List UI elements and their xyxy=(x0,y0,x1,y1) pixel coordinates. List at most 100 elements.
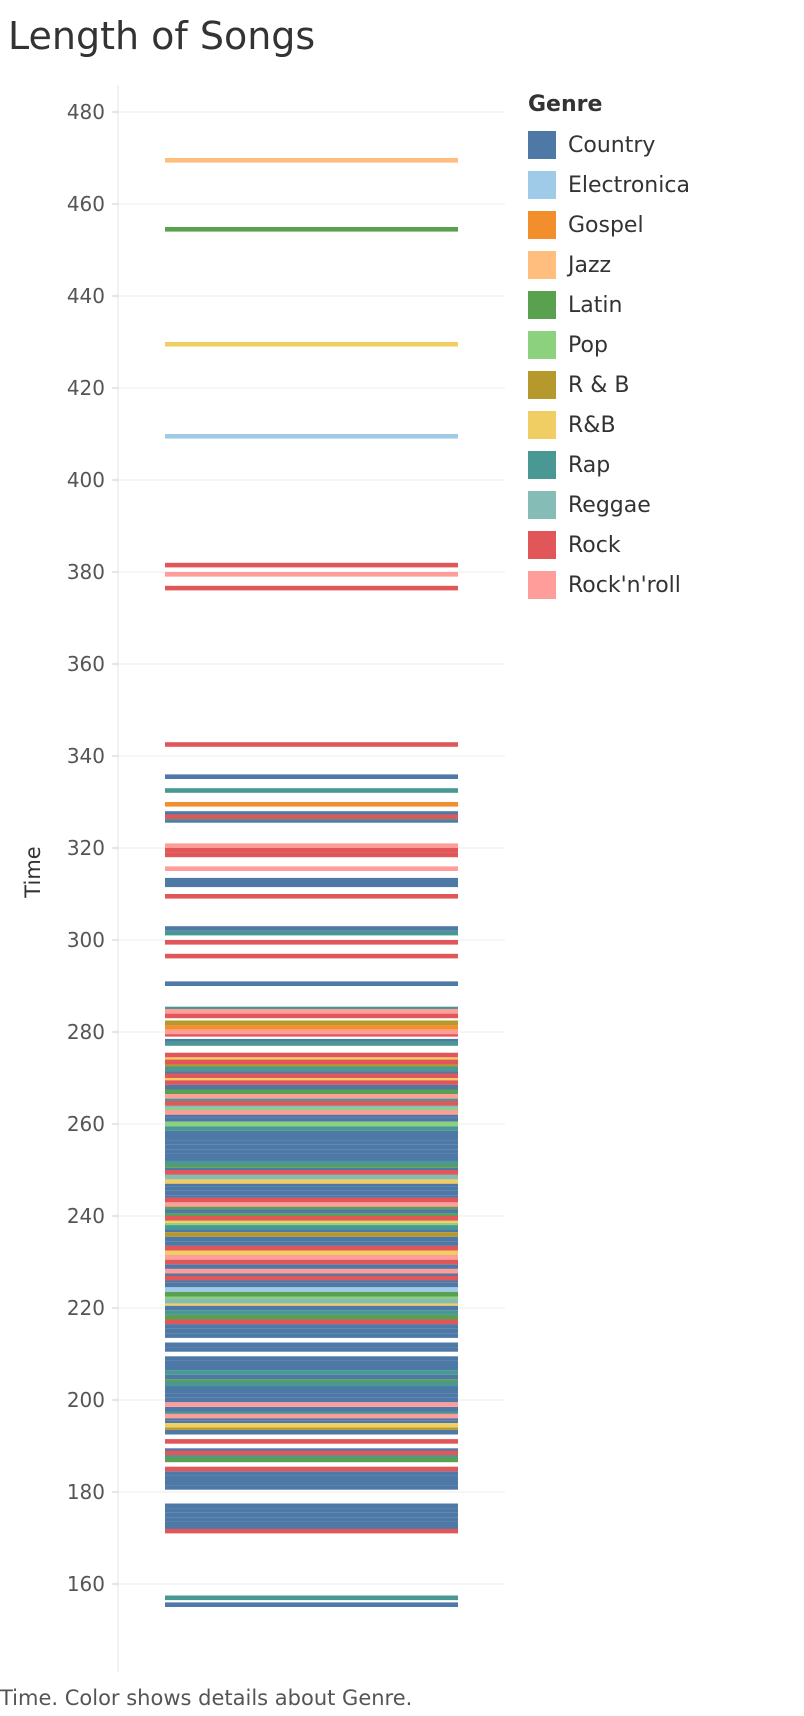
song-mark[interactable] xyxy=(165,1602,458,1607)
song-mark[interactable] xyxy=(165,1232,458,1237)
song-mark[interactable] xyxy=(165,1059,458,1065)
legend-item[interactable]: Pop xyxy=(528,325,690,365)
song-mark[interactable] xyxy=(165,1595,458,1601)
song-mark[interactable] xyxy=(165,1126,458,1131)
song-mark[interactable] xyxy=(165,1149,458,1154)
song-mark[interactable] xyxy=(165,1370,458,1375)
legend-item[interactable]: R & B xyxy=(528,365,690,405)
song-mark[interactable] xyxy=(165,894,458,899)
song-mark[interactable] xyxy=(165,1282,458,1288)
song-mark[interactable] xyxy=(165,1402,458,1407)
song-mark[interactable] xyxy=(165,1388,458,1394)
song-mark[interactable] xyxy=(165,1094,458,1099)
song-mark[interactable] xyxy=(165,1413,458,1419)
legend-item[interactable]: Gospel xyxy=(528,205,690,245)
song-mark[interactable] xyxy=(165,1071,458,1076)
song-mark[interactable] xyxy=(165,1197,458,1203)
song-mark[interactable] xyxy=(165,1041,458,1046)
song-mark[interactable] xyxy=(165,1073,458,1078)
song-mark[interactable] xyxy=(165,1170,458,1175)
song-mark[interactable] xyxy=(165,1264,458,1269)
song-mark[interactable] xyxy=(165,1328,458,1334)
song-mark[interactable] xyxy=(165,843,458,848)
song-mark[interactable] xyxy=(165,1216,458,1221)
song-mark[interactable] xyxy=(165,1181,458,1187)
song-mark[interactable] xyxy=(165,1245,458,1251)
song-mark[interactable] xyxy=(165,1365,458,1371)
song-mark[interactable] xyxy=(165,434,458,439)
song-mark[interactable] xyxy=(165,1174,458,1180)
song-mark[interactable] xyxy=(165,1025,458,1030)
song-mark[interactable] xyxy=(165,572,458,577)
song-mark[interactable] xyxy=(165,1130,458,1136)
song-mark[interactable] xyxy=(165,1020,458,1026)
song-mark[interactable] xyxy=(165,1517,458,1522)
song-mark[interactable] xyxy=(165,1089,458,1095)
song-mark[interactable] xyxy=(165,1209,458,1214)
song-mark[interactable] xyxy=(165,585,458,591)
song-mark[interactable] xyxy=(165,1186,458,1191)
song-mark[interactable] xyxy=(165,1135,458,1141)
song-mark[interactable] xyxy=(165,788,458,793)
song-mark[interactable] xyxy=(165,802,458,807)
song-mark[interactable] xyxy=(165,1521,458,1527)
song-mark[interactable] xyxy=(165,1425,458,1430)
song-mark[interactable] xyxy=(165,342,458,347)
song-mark[interactable] xyxy=(165,1333,458,1338)
song-mark[interactable] xyxy=(165,1356,458,1361)
song-mark[interactable] xyxy=(165,1291,458,1297)
song-mark[interactable] xyxy=(165,1393,458,1398)
legend-item[interactable]: R&B xyxy=(528,405,690,445)
song-mark[interactable] xyxy=(165,953,458,959)
song-mark[interactable] xyxy=(165,1475,458,1481)
song-mark[interactable] xyxy=(165,1103,458,1108)
song-mark[interactable] xyxy=(165,774,458,779)
song-mark[interactable] xyxy=(165,1225,458,1230)
song-mark[interactable] xyxy=(165,1471,458,1476)
song-mark[interactable] xyxy=(165,1153,458,1159)
song-mark[interactable] xyxy=(165,1324,458,1329)
song-mark[interactable] xyxy=(165,1528,458,1534)
song-mark[interactable] xyxy=(165,940,458,945)
legend-item[interactable]: Reggae xyxy=(528,485,690,525)
song-mark[interactable] xyxy=(165,1250,458,1256)
song-mark[interactable] xyxy=(165,852,458,858)
song-mark[interactable] xyxy=(165,562,458,568)
song-mark[interactable] xyxy=(165,1009,458,1014)
song-mark[interactable] xyxy=(165,1381,458,1387)
legend-item[interactable]: Rap xyxy=(528,445,690,485)
song-mark[interactable] xyxy=(165,1347,458,1352)
legend-item[interactable]: Electronica xyxy=(528,165,690,205)
song-mark[interactable] xyxy=(165,1406,458,1412)
song-mark[interactable] xyxy=(165,1319,458,1325)
legend-item[interactable]: Latin xyxy=(528,285,690,325)
legend-item[interactable]: Rock'n'roll xyxy=(528,565,690,605)
song-mark[interactable] xyxy=(165,1117,458,1122)
song-mark[interactable] xyxy=(165,1439,458,1444)
song-mark[interactable] xyxy=(165,1140,458,1145)
song-mark[interactable] xyxy=(165,1029,458,1035)
song-mark[interactable] xyxy=(165,742,458,747)
song-mark[interactable] xyxy=(165,930,458,936)
song-mark[interactable] xyxy=(165,1121,458,1127)
song-mark[interactable] xyxy=(165,1052,458,1058)
song-mark[interactable] xyxy=(165,1305,458,1311)
song-mark[interactable] xyxy=(165,1503,458,1509)
song-mark[interactable] xyxy=(165,1204,458,1210)
song-mark[interactable] xyxy=(165,1374,458,1380)
song-mark[interactable] xyxy=(165,811,458,816)
song-mark[interactable] xyxy=(165,1397,458,1403)
song-mark[interactable] xyxy=(165,1101,458,1106)
song-mark[interactable] xyxy=(165,1314,458,1320)
song-mark[interactable] xyxy=(165,882,458,888)
song-mark[interactable] xyxy=(165,1190,458,1196)
song-mark[interactable] xyxy=(165,981,458,986)
song-mark[interactable] xyxy=(165,1241,458,1246)
song-mark[interactable] xyxy=(165,1298,458,1304)
song-mark[interactable] xyxy=(165,1236,458,1242)
song-mark[interactable] xyxy=(165,1275,458,1281)
song-mark[interactable] xyxy=(165,1179,458,1184)
song-mark[interactable] xyxy=(165,1360,458,1366)
song-mark[interactable] xyxy=(165,1480,458,1486)
song-mark[interactable] xyxy=(165,1202,458,1207)
